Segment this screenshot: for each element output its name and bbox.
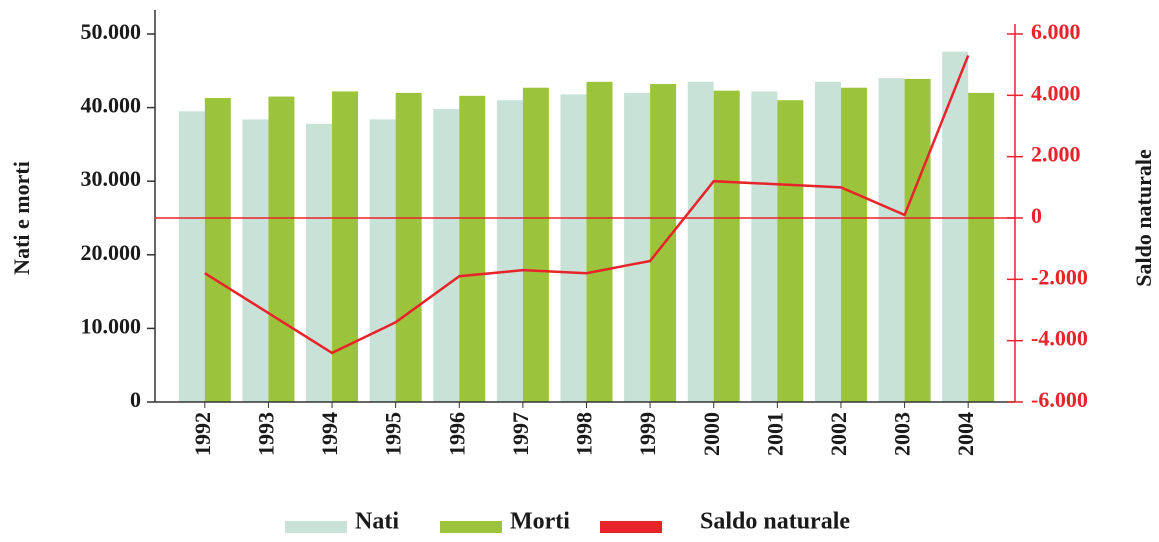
x-tick-label: 1995 <box>381 412 406 456</box>
y-tick-label: 10.000 <box>81 313 142 338</box>
legend-swatch <box>600 521 662 533</box>
x-tick-label: 1992 <box>190 412 215 456</box>
bar <box>968 92 995 402</box>
bar <box>268 96 295 402</box>
x-tick-label: 1998 <box>572 412 597 456</box>
bar <box>332 91 359 403</box>
y2-tick-label: -2.000 <box>1031 264 1088 289</box>
legend-swatch <box>285 521 347 533</box>
bar <box>395 92 422 402</box>
bar <box>306 123 333 403</box>
bar <box>522 87 549 402</box>
legend-label: Saldo naturale <box>700 509 850 535</box>
y-tick-label: 40.000 <box>81 93 142 118</box>
legend-label: Morti <box>510 509 570 535</box>
bar <box>777 100 804 403</box>
bar <box>586 81 613 402</box>
y-tick-label: 20.000 <box>81 240 142 265</box>
y2-tick-label: -4.000 <box>1031 326 1088 351</box>
bar <box>814 81 841 402</box>
y2-axis-label: Saldo naturale <box>1131 149 1156 287</box>
bar <box>178 111 205 402</box>
legend-swatch <box>440 521 502 533</box>
bar <box>560 94 587 403</box>
y-tick-label: 30.000 <box>81 166 142 191</box>
bar <box>459 95 486 402</box>
bar <box>204 98 231 403</box>
x-tick-label: 1996 <box>444 412 469 456</box>
x-tick-label: 2000 <box>699 412 724 456</box>
y2-tick-label: 6.000 <box>1031 19 1081 44</box>
bar <box>904 78 931 403</box>
bar <box>433 109 460 403</box>
bar <box>496 100 523 403</box>
bar <box>624 92 651 402</box>
bar <box>942 51 969 402</box>
x-tick-label: 2003 <box>890 412 915 456</box>
line-series <box>204 55 970 355</box>
bar <box>242 119 269 402</box>
bar <box>840 87 867 402</box>
x-tick-label: 1999 <box>635 412 660 456</box>
bar <box>687 81 714 402</box>
legend-label: Nati <box>355 509 399 535</box>
y2-tick-label: 2.000 <box>1031 142 1081 167</box>
x-tick-label: 1997 <box>508 412 533 456</box>
x-tick-label: 2002 <box>826 412 851 456</box>
bar <box>751 91 778 403</box>
x-tick-label: 1994 <box>317 412 342 456</box>
bar <box>878 78 905 402</box>
x-tick-label: 2004 <box>953 412 978 456</box>
bar <box>369 119 396 402</box>
y-tick-label: 50.000 <box>81 19 142 44</box>
bar <box>713 90 740 402</box>
x-tick-label: 2001 <box>762 412 787 456</box>
y-axis-label: Nati e morti <box>9 161 34 275</box>
y2-tick-label: 4.000 <box>1031 80 1081 105</box>
y2-tick-label: 0 <box>1031 203 1042 228</box>
y-tick-label: 0 <box>130 387 141 412</box>
y2-tick-label: -6.000 <box>1031 387 1088 412</box>
x-tick-label: 1993 <box>253 412 278 456</box>
